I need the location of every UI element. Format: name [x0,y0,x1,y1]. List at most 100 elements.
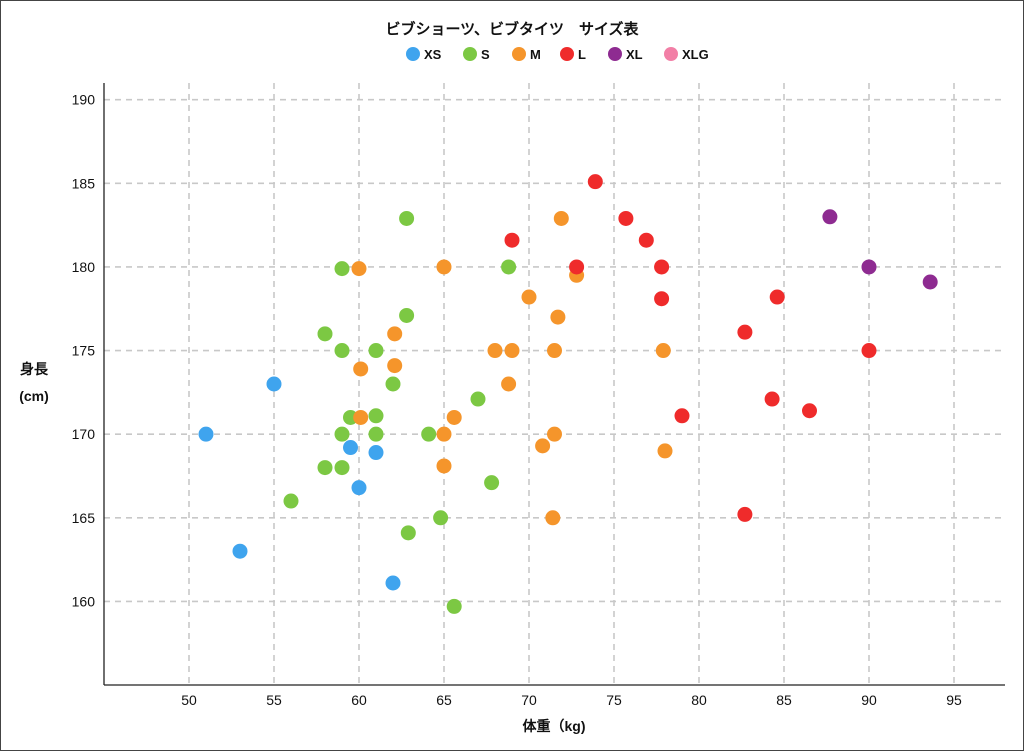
legend-item[interactable]: XS [406,47,442,62]
data-point [399,307,415,323]
data-point [334,343,350,359]
data-point [737,324,753,340]
data-point [535,438,551,454]
data-point [657,443,673,459]
x-tick-label: 65 [436,692,452,708]
data-point [436,426,452,442]
data-points [198,174,938,614]
data-point [343,440,358,456]
y-tick-label: 180 [72,259,96,275]
data-point [387,358,403,374]
data-point [436,458,452,474]
x-tick-label: 50 [181,692,197,708]
y-axis-label-line1: 身長 [20,361,49,377]
data-point [317,326,333,342]
data-point [822,209,838,225]
legend-marker [463,47,477,61]
legend-marker [608,47,622,61]
data-point [587,174,603,190]
data-point [353,361,369,377]
y-tick-label: 185 [72,175,96,191]
data-point [484,475,500,491]
data-point [655,343,671,359]
data-point [504,343,520,359]
data-point [446,409,462,425]
legend-item[interactable]: XL [608,47,643,62]
x-tick-label: 55 [266,692,282,708]
data-point [351,261,367,277]
data-point [545,510,561,526]
data-point [385,376,401,392]
data-point [504,232,520,248]
data-point [399,210,415,226]
x-tick-label: 80 [691,692,707,708]
data-point [487,343,503,359]
y-tick-labels: 160 165 170 175 180 185 190 [72,92,96,610]
data-point [861,259,877,275]
axes [103,83,1005,686]
x-tick-label: 60 [351,692,367,708]
data-point [232,543,248,559]
data-point [387,326,403,342]
legend-marker [512,47,526,61]
legend-label: M [530,47,541,62]
legend-label: S [481,47,490,62]
x-tick-label: 75 [606,692,622,708]
data-point [654,259,670,275]
y-tick-label: 175 [72,343,96,359]
x-tick-label: 70 [521,692,537,708]
legend-item[interactable]: M [512,47,541,62]
data-point [674,408,690,424]
data-point [550,309,566,325]
data-point [922,274,938,290]
data-point [547,343,562,359]
x-tick-label: 95 [946,692,962,708]
data-point [334,426,350,442]
x-tick-label: 90 [861,692,877,708]
data-point [317,460,333,476]
data-point [283,493,299,509]
data-point [501,376,517,392]
data-point [368,408,384,424]
data-point [353,409,369,425]
data-point [433,510,449,526]
data-point [351,480,367,496]
legend-item[interactable]: S [463,47,490,62]
legend-marker [406,47,420,61]
data-point [436,259,452,275]
data-point [764,391,780,407]
data-point [547,426,562,442]
x-tick-label: 85 [776,692,792,708]
data-point [569,259,585,275]
legend-label: L [578,47,586,62]
data-point [334,460,350,476]
data-point [861,343,877,359]
data-point [368,426,384,442]
data-point [638,232,654,248]
legend-marker [664,47,678,61]
data-point [385,575,401,591]
data-point [618,210,634,226]
data-point [400,525,416,541]
y-tick-label: 165 [72,510,96,526]
data-point [521,289,537,305]
legend-item[interactable]: XLG [664,47,709,62]
data-point [421,426,437,442]
data-point [368,343,384,359]
data-point [368,445,384,461]
y-tick-label: 160 [72,593,96,609]
grid [104,83,1005,685]
legend-label: XL [626,47,643,62]
legend-item[interactable]: L [560,47,586,62]
data-point [446,598,462,614]
data-point [470,391,486,407]
x-axis-label: 体重（kg) [523,718,586,734]
data-point [501,259,517,275]
legend-marker [560,47,574,61]
y-tick-label: 170 [72,426,96,442]
legend: XS S M L XL XLG [406,47,709,62]
data-point [654,291,670,307]
data-point [553,210,569,226]
